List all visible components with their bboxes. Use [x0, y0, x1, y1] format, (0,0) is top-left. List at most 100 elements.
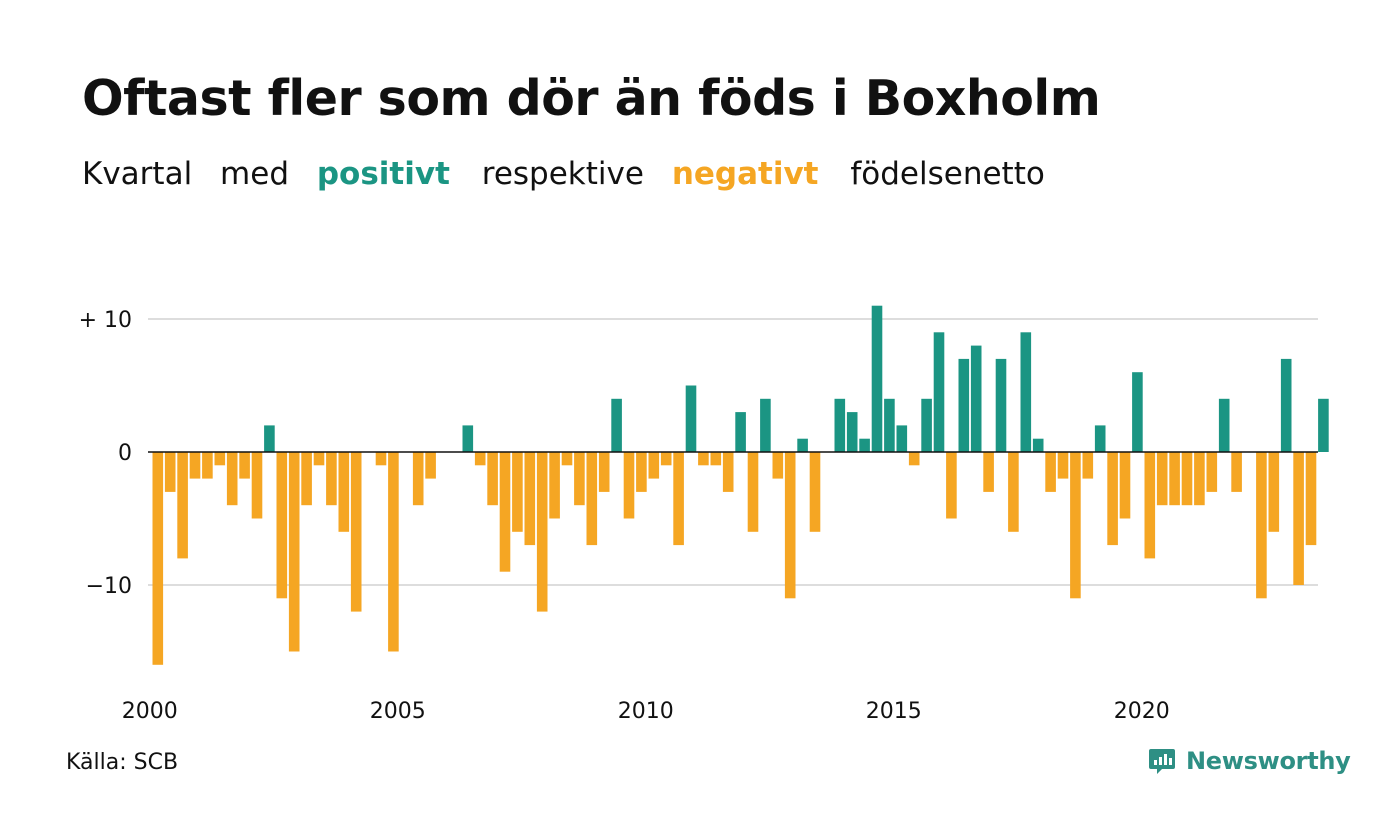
- bar: [375, 452, 387, 466]
- bar: [214, 452, 226, 466]
- bar: [846, 412, 858, 452]
- source-label: Källa: SCB: [66, 750, 179, 775]
- newsworthy-logo-icon: [1149, 749, 1175, 774]
- bar: [276, 452, 288, 599]
- legend-positive: positivt: [316, 156, 450, 192]
- bar: [1268, 452, 1280, 532]
- bar: [784, 452, 796, 599]
- bar: [970, 345, 982, 452]
- bar: [499, 452, 511, 572]
- bar: [1293, 452, 1304, 585]
- bar: [908, 452, 920, 466]
- bar: [946, 452, 957, 519]
- x-tick-label: 2015: [866, 699, 922, 724]
- legend-negative: negativt: [671, 156, 819, 192]
- bar: [797, 438, 808, 452]
- bar-chart: + 10 0 −10 2000 2005 2010 2015 2020: [79, 305, 1329, 724]
- brand-name: Newsworthy: [1186, 747, 1351, 775]
- bar: [896, 425, 908, 452]
- bar: [251, 452, 263, 519]
- bar: [239, 452, 250, 479]
- bar: [549, 452, 560, 519]
- bar: [698, 452, 709, 466]
- bar: [164, 452, 176, 492]
- bar: [1218, 398, 1230, 452]
- bar: [313, 452, 325, 466]
- bar: [1119, 452, 1131, 519]
- bar: [772, 452, 784, 479]
- bar: [524, 452, 536, 546]
- bar: [710, 452, 722, 466]
- bar: [388, 452, 399, 652]
- bar: [1057, 452, 1069, 479]
- bar: [648, 452, 660, 479]
- bar: [301, 452, 312, 506]
- bar: [1008, 452, 1019, 532]
- bar: [226, 452, 238, 506]
- bar: [636, 452, 647, 492]
- bar: [983, 452, 994, 492]
- bar: [1256, 452, 1267, 599]
- bar: [462, 425, 474, 452]
- bar: [561, 452, 573, 466]
- bar: [958, 358, 970, 452]
- bar: [722, 452, 734, 492]
- y-tick-label: 0: [118, 441, 132, 466]
- bar: [1206, 452, 1218, 492]
- bar: [673, 452, 684, 546]
- bar: [1156, 452, 1168, 506]
- bar: [1020, 332, 1032, 452]
- bar: [1318, 398, 1329, 452]
- bar: [586, 452, 598, 546]
- brand-logo: Newsworthy: [1148, 744, 1351, 778]
- bar: [536, 452, 548, 612]
- bar: [747, 452, 759, 532]
- bar: [933, 332, 945, 452]
- bar: [859, 438, 870, 452]
- x-tick-label: 2020: [1114, 699, 1170, 724]
- bar: [1144, 452, 1156, 559]
- bar: [1132, 372, 1143, 452]
- bar: [202, 452, 213, 479]
- bar: [338, 452, 350, 532]
- bar: [1305, 452, 1317, 546]
- bar: [660, 452, 672, 466]
- bar: [1169, 452, 1180, 506]
- bar: [735, 412, 746, 452]
- bar: [487, 452, 498, 506]
- y-tick-label: + 10: [79, 308, 132, 333]
- subtitle-text-2: med: [220, 156, 289, 192]
- bar: [685, 385, 697, 452]
- bar: [611, 398, 622, 452]
- bar: [350, 452, 362, 612]
- bar: [809, 452, 821, 532]
- bar: [1280, 358, 1292, 452]
- bar: [1045, 452, 1056, 492]
- bar: [326, 452, 337, 506]
- bar: [1231, 452, 1242, 492]
- bar: [1070, 452, 1081, 599]
- chart-title: Oftast fler som dör än föds i Boxholm: [82, 70, 1101, 127]
- bar: [1107, 452, 1118, 546]
- bar: [760, 398, 771, 452]
- bar: [288, 452, 300, 652]
- bar: [264, 425, 275, 452]
- x-tick-label: 2005: [370, 699, 426, 724]
- bar: [1181, 452, 1193, 506]
- bar: [884, 398, 895, 452]
- x-tick-label: 2000: [122, 699, 178, 724]
- bar: [921, 398, 932, 452]
- subtitle-text-1: Kvartal: [82, 156, 193, 192]
- bar: [1094, 425, 1106, 452]
- bar: [189, 452, 201, 479]
- chart-subtitle: Kvartal med positivt respektive negativt…: [82, 156, 1063, 192]
- bar: [1082, 452, 1094, 479]
- bar: [474, 452, 486, 466]
- bar: [623, 452, 635, 519]
- bar: [871, 305, 883, 452]
- x-tick-label: 2010: [618, 699, 674, 724]
- bar: [598, 452, 610, 492]
- bar: [574, 452, 585, 506]
- bar: [425, 452, 436, 479]
- subtitle-text-4: födelsenetto: [850, 156, 1045, 192]
